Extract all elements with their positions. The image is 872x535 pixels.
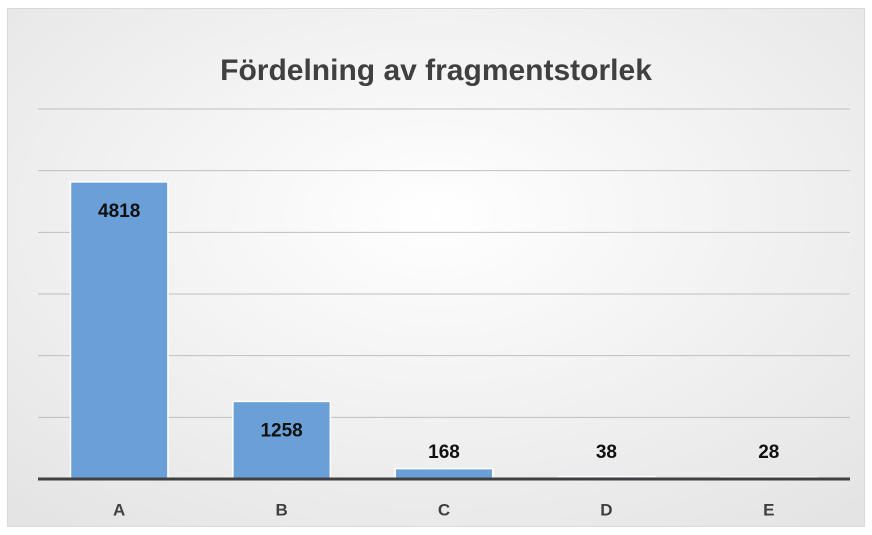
x-tick-label: B: [275, 500, 287, 519]
data-label: 1258: [260, 420, 302, 441]
x-tick-label: A: [113, 500, 125, 519]
x-tick-label: C: [438, 500, 450, 519]
data-label: 168: [428, 442, 460, 463]
bar: [394, 467, 494, 480]
data-label: 4818: [98, 201, 140, 222]
chart-title: Fördelning av fragmentstorlek: [220, 54, 652, 87]
data-label: 28: [758, 442, 779, 463]
bar: [232, 400, 332, 480]
data-label: 38: [596, 442, 617, 463]
x-tick-label: D: [600, 500, 612, 519]
bar: [69, 181, 169, 480]
x-tick-label: E: [763, 500, 774, 519]
